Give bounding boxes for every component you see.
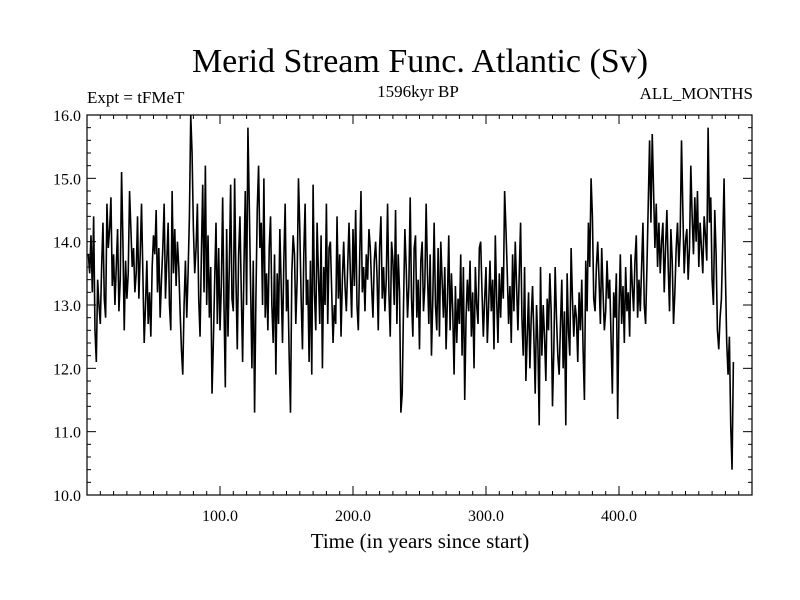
y-tick-label: 14.0 (53, 235, 81, 252)
x-tick-label: 100.0 (202, 508, 238, 525)
y-tick-label: 16.0 (53, 108, 81, 125)
plot-area (86, 114, 753, 496)
y-tick-label: 11.0 (54, 425, 81, 442)
x-tick-label: 300.0 (468, 508, 504, 525)
x-axis-title: Time (in years since start) (311, 529, 530, 553)
y-tick-label: 15.0 (53, 171, 81, 188)
y-tick-label: 10.0 (53, 488, 81, 505)
moc-series-line (87, 114, 735, 470)
x-tick-label: 200.0 (335, 508, 371, 525)
chart-title: Merid Stream Func. Atlantic (Sv) (192, 43, 648, 80)
y-tick-labels: 10.0 11.0 12.0 13.0 14.0 15.0 16.0 (53, 108, 81, 505)
x-tick-label: 400.0 (601, 508, 637, 525)
y-tick-label: 12.0 (53, 361, 81, 378)
experiment-label: Expt = tFMeT (87, 88, 185, 107)
y-tick-label: 13.0 (53, 298, 81, 315)
months-label: ALL_MONTHS (640, 84, 753, 103)
age-label: 1596kyr BP (377, 82, 459, 101)
x-tick-labels: 100.0 200.0 300.0 400.0 (202, 508, 637, 525)
axis-ticks (87, 115, 752, 495)
